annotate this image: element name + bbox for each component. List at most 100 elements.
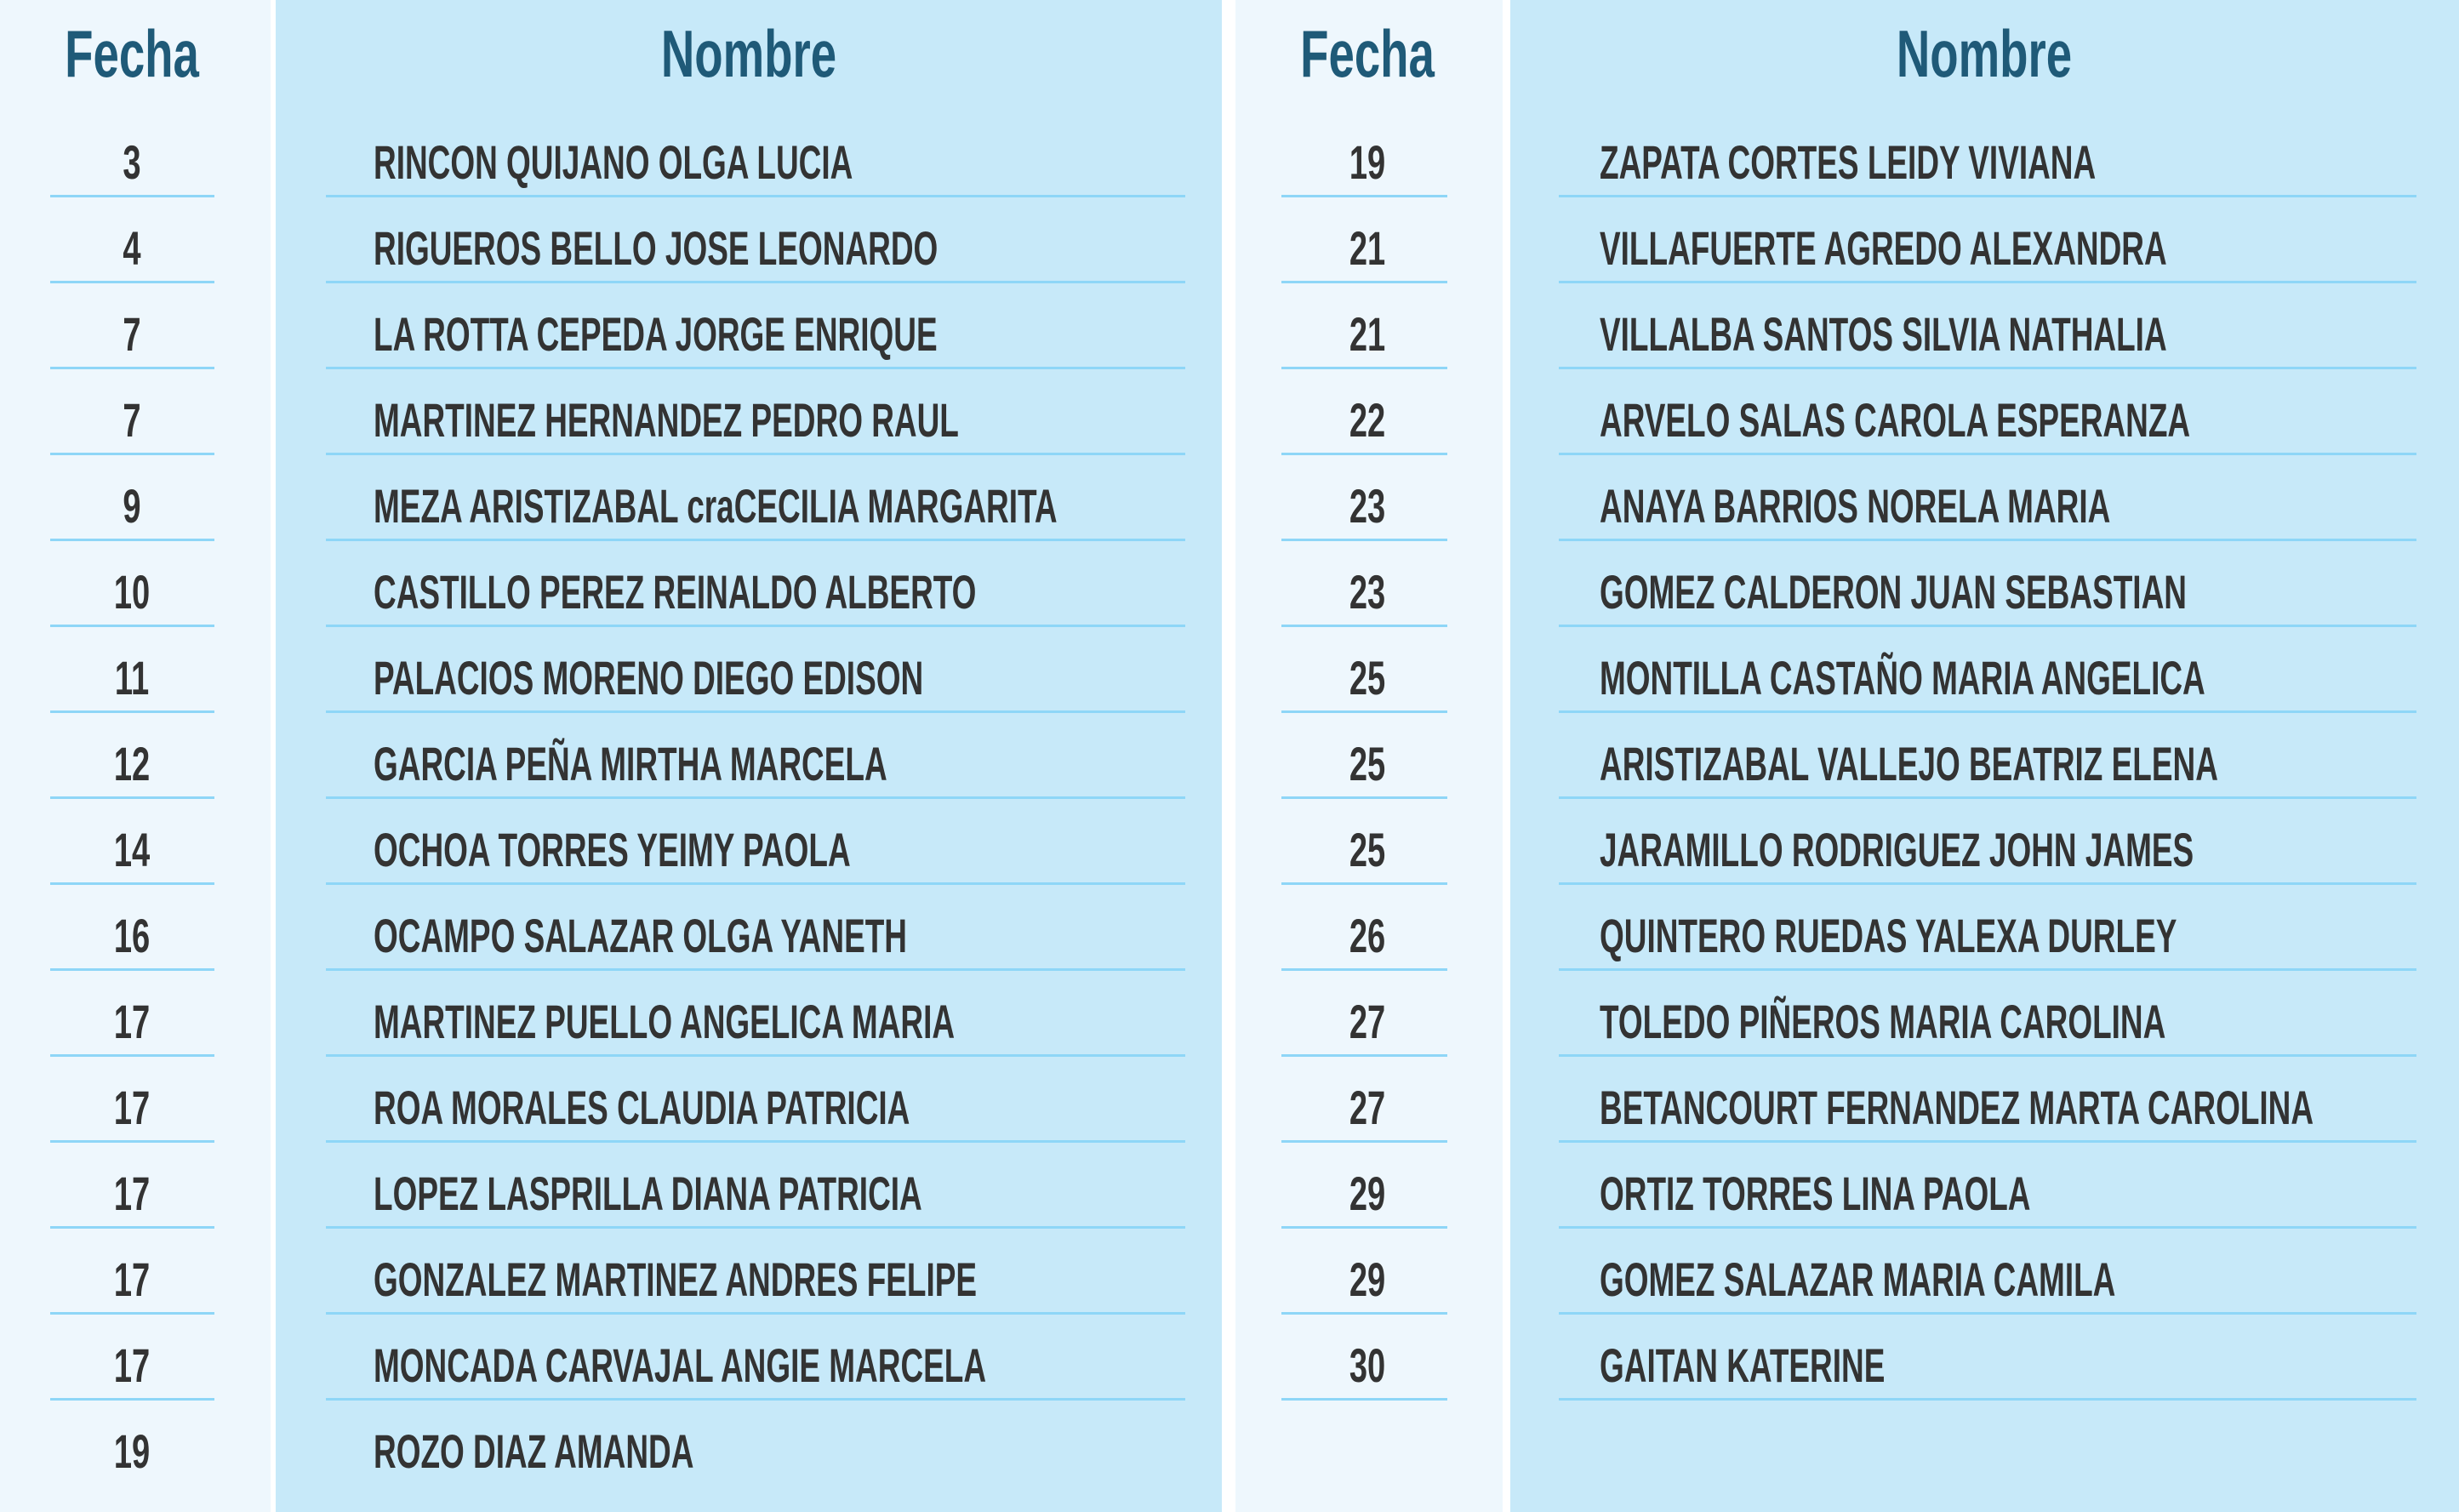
fecha-divider (50, 1398, 214, 1401)
nombre-divider (1559, 367, 2416, 369)
nombre-divider (1559, 710, 2416, 713)
table-row: 21 VILLALBA SANTOS SILVIA NATHALIA (0, 283, 2459, 369)
nombre-divider (326, 796, 1185, 799)
fecha-divider (50, 710, 214, 713)
table-row: 3 RINCON QUIJANO OLGA LUCIA (0, 111, 2459, 197)
nombre-cell: BETANCOURT FERNANDEZ MARTA CAROLINA (1600, 1081, 2314, 1134)
fecha-divider (50, 281, 214, 283)
fecha-cell: 23 (1349, 565, 1386, 619)
fecha-divider (50, 1054, 214, 1057)
fecha-divider (50, 625, 214, 627)
fecha-divider (50, 195, 214, 197)
nombre-cell: MARTINEZ HERNANDEZ PEDRO RAUL (374, 393, 959, 447)
left-fecha-header: Fecha (65, 16, 199, 91)
table-row: 17 MARTINEZ PUELLO ANGELICA MARIA (0, 971, 2459, 1057)
nombre-divider (1559, 1140, 2416, 1143)
fecha-divider (1281, 710, 1447, 713)
fecha-divider (50, 1312, 214, 1315)
table-row: 27 BETANCOURT FERNANDEZ MARTA CAROLINA (0, 1057, 2459, 1143)
nombre-cell: ROA MORALES CLAUDIA PATRICIA (374, 1081, 910, 1134)
nombre-cell: MARTINEZ PUELLO ANGELICA MARIA (374, 995, 956, 1048)
table-row: 19 ZAPATA CORTES LEIDY VIVIANA (0, 111, 2459, 197)
nombre-cell: QUINTERO RUEDAS YALEXA DURLEY (1600, 909, 2177, 962)
fecha-cell: 27 (1349, 1081, 1386, 1134)
fecha-divider (50, 1226, 214, 1229)
table-row: 12 GARCIA PEÑA MIRTHA MARCELA (0, 713, 2459, 799)
nombre-divider (326, 1312, 1185, 1315)
nombre-cell: GARCIA PEÑA MIRTHA MARCELA (374, 737, 887, 790)
nombre-cell: GAITAN KATERINE (1600, 1338, 1886, 1392)
nombre-divider (1559, 882, 2416, 885)
fecha-cell: 21 (1349, 307, 1386, 361)
table-row: 7 LA ROTTA CEPEDA JORGE ENRIQUE (0, 283, 2459, 369)
nombre-cell: GONZALEZ MARTINEZ ANDRES FELIPE (374, 1252, 978, 1306)
nombre-divider (326, 539, 1185, 541)
nombre-divider (326, 1398, 1185, 1401)
fecha-cell: 19 (1349, 135, 1386, 189)
table-row: 30 GAITAN KATERINE (0, 1315, 2459, 1401)
nombre-cell: ROZO DIAZ AMANDA (374, 1424, 694, 1478)
nombre-divider (326, 367, 1185, 369)
nombre-divider (326, 625, 1185, 627)
fecha-divider (50, 539, 214, 541)
nombre-cell: ORTIZ TORRES LINA PAOLA (1600, 1167, 2031, 1220)
fecha-cell: 4 (123, 221, 141, 275)
fecha-divider (1281, 1312, 1447, 1315)
nombre-cell: MEZA ARISTIZABAL craCECILIA MARGARITA (374, 479, 1058, 533)
nombre-divider (326, 453, 1185, 455)
table-row: 22 ARVELO SALAS CAROLA ESPERANZA (0, 369, 2459, 455)
nombre-cell: PALACIOS MORENO DIEGO EDISON (374, 651, 924, 705)
table-row: 7 MARTINEZ HERNANDEZ PEDRO RAUL (0, 369, 2459, 455)
fecha-cell: 23 (1349, 479, 1386, 533)
fecha-cell: 26 (1349, 909, 1386, 962)
fecha-cell: 10 (113, 565, 151, 619)
fecha-divider (50, 796, 214, 799)
nombre-divider (326, 968, 1185, 971)
fecha-divider (1281, 796, 1447, 799)
fecha-cell: 17 (113, 1167, 151, 1220)
nombre-cell: RINCON QUIJANO OLGA LUCIA (374, 135, 853, 189)
table-row: 29 GOMEZ SALAZAR MARIA CAMILA (0, 1229, 2459, 1315)
left-nombre-column (276, 0, 1222, 1512)
table-row: 23 GOMEZ CALDERON JUAN SEBASTIAN (0, 541, 2459, 627)
table-row: 27 TOLEDO PIÑEROS MARIA CAROLINA (0, 971, 2459, 1057)
fecha-divider (50, 882, 214, 885)
nombre-divider (326, 1226, 1185, 1229)
fecha-cell: 7 (123, 393, 141, 447)
nombre-divider (1559, 1054, 2416, 1057)
nombre-divider (326, 1054, 1185, 1057)
fecha-cell: 21 (1349, 221, 1386, 275)
nombre-cell: RIGUEROS BELLO JOSE LEONARDO (374, 221, 939, 275)
table-row: 4 RIGUEROS BELLO JOSE LEONARDO (0, 197, 2459, 283)
nombre-cell: MONCADA CARVAJAL ANGIE MARCELA (374, 1338, 987, 1392)
nombre-cell: LOPEZ LASPRILLA DIANA PATRICIA (374, 1167, 922, 1220)
fecha-divider (50, 1140, 214, 1143)
table-row: 9 MEZA ARISTIZABAL craCECILIA MARGARITA (0, 455, 2459, 541)
nombre-cell: TOLEDO PIÑEROS MARIA CAROLINA (1600, 995, 2166, 1048)
fecha-cell: 30 (1349, 1338, 1386, 1392)
fecha-cell: 17 (113, 1081, 151, 1134)
table-row: 29 ORTIZ TORRES LINA PAOLA (0, 1143, 2459, 1229)
nombre-divider (1559, 1226, 2416, 1229)
nombre-divider (1559, 195, 2416, 197)
nombre-divider (1559, 796, 2416, 799)
table-row: 14 OCHOA TORRES YEIMY PAOLA (0, 799, 2459, 885)
right-nombre-header: Nombre (1896, 16, 2073, 91)
nombre-divider (1559, 1398, 2416, 1401)
table-row: 10 CASTILLO PEREZ REINALDO ALBERTO (0, 541, 2459, 627)
nombre-cell: VILLALBA SANTOS SILVIA NATHALIA (1600, 307, 2167, 361)
nombre-divider (1559, 539, 2416, 541)
fecha-cell: 14 (113, 823, 151, 876)
nombre-divider (326, 281, 1185, 283)
fecha-cell: 17 (113, 1338, 151, 1392)
fecha-cell: 12 (113, 737, 151, 790)
table-row: 17 MONCADA CARVAJAL ANGIE MARCELA (0, 1315, 2459, 1401)
nombre-divider (1559, 1312, 2416, 1315)
fecha-divider (1281, 1140, 1447, 1143)
fecha-cell: 16 (113, 909, 151, 962)
fecha-cell: 29 (1349, 1252, 1386, 1306)
table-row: 17 LOPEZ LASPRILLA DIANA PATRICIA (0, 1143, 2459, 1229)
fecha-divider (1281, 968, 1447, 971)
fecha-cell: 25 (1349, 823, 1386, 876)
table-row: 17 ROA MORALES CLAUDIA PATRICIA (0, 1057, 2459, 1143)
